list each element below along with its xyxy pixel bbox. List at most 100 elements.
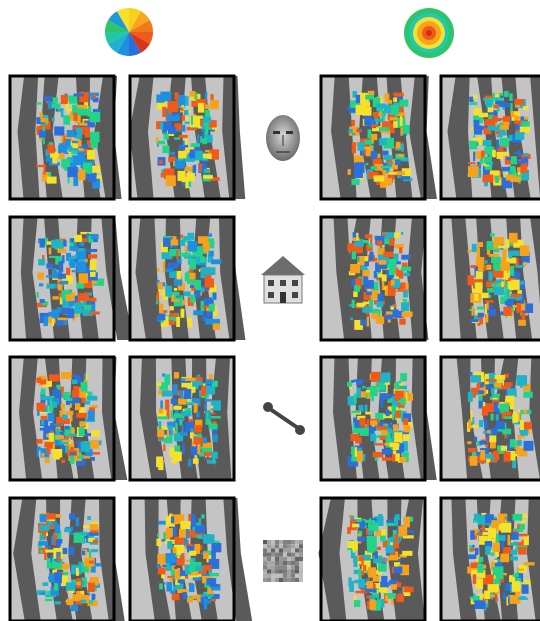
brain-map-panel	[321, 76, 437, 199]
activation-patch	[213, 434, 218, 442]
activation-patch	[48, 312, 52, 317]
activation-patch	[496, 140, 499, 149]
activation-patch	[198, 236, 208, 243]
activation-patch	[491, 283, 498, 287]
eccentricity-rings-icon	[404, 8, 454, 58]
activation-patch	[162, 145, 169, 153]
activation-patch	[401, 232, 403, 235]
activation-patch	[199, 163, 202, 171]
activation-patch	[386, 431, 388, 434]
activation-patch	[182, 592, 186, 599]
activation-patch	[348, 577, 351, 586]
activation-patch	[173, 406, 181, 410]
activation-patch	[471, 375, 481, 382]
activation-patch	[514, 99, 524, 105]
activation-patch	[352, 300, 355, 308]
activation-patch	[64, 240, 67, 246]
activation-patch	[202, 130, 204, 139]
activation-patch	[506, 239, 510, 248]
activation-patch	[169, 306, 173, 310]
noise-cell	[267, 557, 271, 561]
activation-patch	[400, 457, 407, 462]
activation-patch	[501, 282, 504, 288]
activation-patch	[191, 288, 196, 291]
activation-patch	[374, 175, 385, 181]
activation-patch	[40, 535, 45, 541]
activation-patch	[76, 517, 80, 526]
activation-patch	[491, 257, 501, 263]
activation-patch	[503, 547, 511, 554]
activation-patch	[375, 443, 384, 445]
activation-patch	[395, 535, 399, 543]
activation-patch	[172, 594, 180, 601]
activation-patch	[364, 116, 372, 125]
activation-patch	[367, 169, 373, 172]
activation-patch	[84, 401, 90, 405]
activation-patch	[518, 320, 526, 326]
activation-patch	[193, 458, 199, 463]
brain-map-panel	[130, 357, 234, 480]
noise-cell	[275, 544, 279, 548]
noise-cell	[299, 553, 303, 557]
activation-patch	[194, 403, 198, 413]
activation-patch	[369, 244, 373, 248]
activation-patch	[517, 569, 524, 571]
activation-patch	[393, 121, 398, 128]
activation-patch	[178, 579, 185, 583]
activation-patch	[362, 307, 372, 313]
activation-patch	[70, 403, 72, 407]
eye	[286, 131, 293, 134]
activation-patch	[56, 514, 61, 518]
activation-patch	[191, 115, 193, 124]
activation-patch	[468, 448, 476, 452]
activation-patch	[381, 576, 387, 586]
activation-patch	[187, 318, 192, 328]
activation-patch	[473, 95, 477, 100]
activation-patch	[43, 165, 45, 175]
activation-patch	[79, 427, 85, 436]
window	[292, 292, 298, 298]
activation-patch	[48, 413, 55, 421]
noise-cell	[283, 548, 287, 552]
activation-patch	[479, 557, 484, 562]
activation-patch	[477, 247, 480, 258]
activation-patch	[68, 148, 78, 152]
activation-patch	[91, 97, 95, 99]
activation-patch	[206, 380, 214, 384]
activation-patch	[174, 288, 177, 291]
activation-patch	[501, 523, 511, 533]
activation-patch	[180, 521, 190, 529]
activation-patch	[181, 424, 183, 433]
noise-cell	[295, 544, 299, 548]
activation-patch	[76, 128, 82, 139]
noise-cell	[283, 561, 287, 565]
activation-patch	[52, 118, 55, 122]
activation-patch	[517, 440, 522, 446]
activation-patch	[520, 420, 524, 430]
activation-patch	[494, 287, 504, 295]
activation-patch	[57, 279, 62, 290]
activation-patch	[518, 547, 527, 555]
noise-cell	[279, 569, 283, 573]
activation-patch	[181, 553, 184, 562]
noise-cell	[299, 574, 303, 578]
activation-patch	[79, 123, 87, 126]
activation-patch	[470, 319, 478, 322]
activation-patch	[366, 581, 373, 589]
activation-patch	[359, 418, 365, 427]
activation-patch	[53, 97, 58, 103]
brain-map-panel	[441, 498, 540, 621]
activation-patch	[72, 270, 75, 272]
activation-patch	[369, 599, 375, 610]
activation-patch	[508, 535, 511, 546]
activation-patch	[399, 380, 401, 384]
activation-patch	[209, 304, 215, 312]
activation-patch	[479, 420, 483, 427]
brain-map-panel	[321, 357, 437, 480]
window	[268, 292, 274, 298]
activation-patch	[72, 141, 78, 143]
activation-patch	[478, 390, 484, 394]
polar-wheel-icon	[105, 8, 153, 56]
noise-cell	[263, 578, 267, 582]
noise-cell	[271, 574, 275, 578]
